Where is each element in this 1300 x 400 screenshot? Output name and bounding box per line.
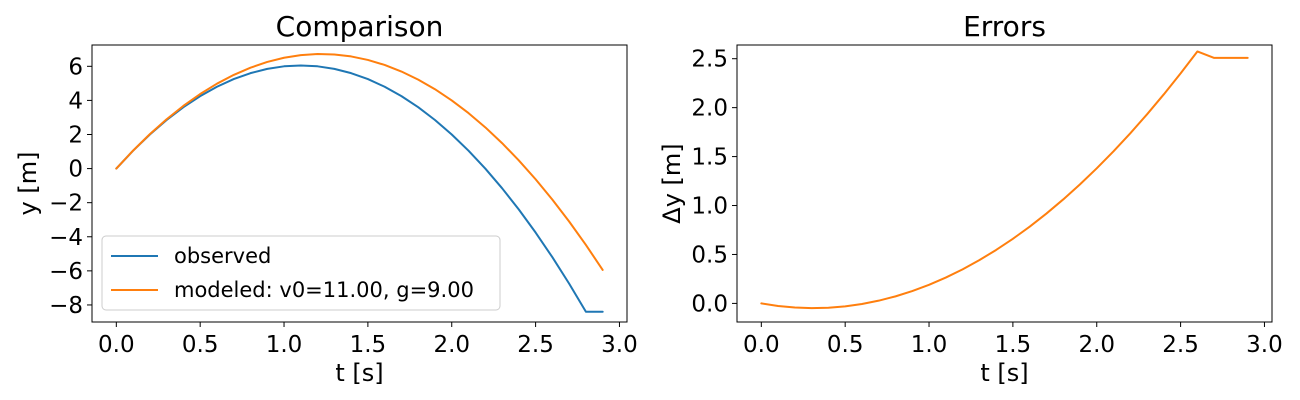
axes-frame [91, 44, 628, 323]
y-tick-label: 0.5 [691, 242, 728, 268]
series-line-1 [115, 53, 604, 271]
errors-panel: Errors 0.0 0.5 1.0 1.5 2.0 2.5 3.0 0.0 0.5 1.0 1.5 2… [658, 10, 1283, 387]
x-tick-label: 2.5 [517, 332, 554, 358]
y-tick-label: −4 [49, 225, 83, 251]
axes-frame [736, 44, 1273, 323]
x-axis-label: t [s] [980, 359, 1028, 387]
legend: observed modeled: v0=11.00, g=9.00 [101, 235, 501, 311]
legend-label-1: modeled: v0=11.00, g=9.00 [174, 278, 474, 302]
chart-title: Errors [963, 10, 1046, 43]
y-tick-label: 4 [68, 88, 83, 114]
x-tick-label: 0.5 [827, 332, 864, 358]
y-axis-label: y [m] [14, 152, 42, 216]
y-tick-label: −8 [49, 293, 83, 319]
y-tick-label: 2 [68, 122, 83, 148]
x-tick-label: 3.0 [601, 332, 638, 358]
x-tick-label: 1.5 [995, 332, 1032, 358]
x-tick-label: 0.0 [743, 332, 780, 358]
x-tick-label: 1.5 [350, 332, 387, 358]
chart-title: Comparison [276, 10, 444, 43]
x-tick-label: 1.0 [911, 332, 948, 358]
y-tick-label: 1.5 [691, 145, 728, 171]
y-axis-label: Δy [m] [658, 143, 686, 223]
y-tick-label: −6 [49, 259, 83, 285]
comparison-panel: Comparison 0.0 0.5 1.0 1.5 2.0 2.5 3.0 −8 −6 −4 −2 0… [14, 10, 638, 387]
x-tick-label: 2.0 [433, 332, 470, 358]
y-tick-label: 1.0 [691, 194, 728, 220]
x-tick-label: 0.5 [182, 332, 219, 358]
y-tick-label: 0 [68, 157, 83, 183]
y-tick-label: 2.5 [691, 47, 728, 73]
x-tick-label: 0.0 [98, 332, 135, 358]
x-tick-label: 2.5 [1162, 332, 1199, 358]
y-tick-label: −2 [49, 191, 83, 217]
legend-box [101, 235, 501, 311]
y-tick-label: 6 [68, 54, 83, 80]
x-tick-label: 3.0 [1246, 332, 1283, 358]
series-line-0 [115, 64, 604, 313]
series-line-0 [760, 50, 1249, 310]
x-tick-label: 2.0 [1078, 332, 1115, 358]
x-axis-label: t [s] [335, 359, 383, 387]
legend-label-0: observed [174, 244, 271, 268]
y-tick-label: 2.0 [691, 96, 728, 122]
x-tick-label: 1.0 [266, 332, 303, 358]
y-tick-label: 0.0 [691, 291, 728, 317]
